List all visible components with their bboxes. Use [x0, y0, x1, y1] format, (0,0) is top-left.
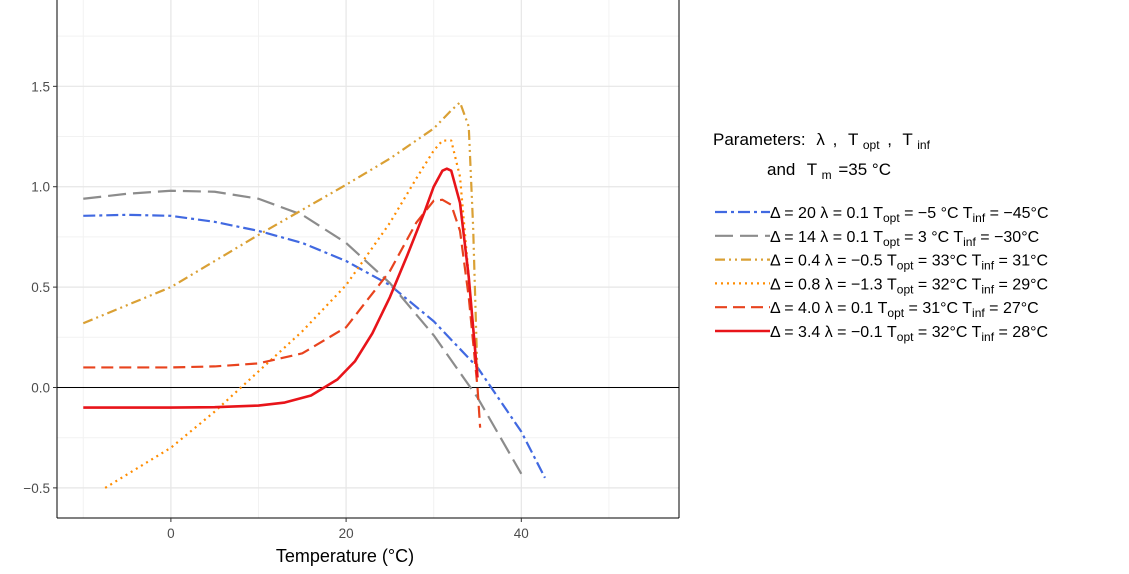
- legend-label-1-part-4: = −30°C: [976, 229, 1039, 246]
- legend-label-0-part-4: = −45°C: [985, 205, 1048, 222]
- legend-label-5-part-3: inf: [981, 330, 994, 344]
- legend-item-3: Δ = 0.8 λ = −1.3 Topt = 32°C Tinf = 29°C: [715, 276, 1048, 296]
- legend-label-5-part-4: = 28°C: [994, 324, 1048, 341]
- legend-title-prefix: Parameters:: [713, 130, 806, 149]
- legend-label-3-part-0: Δ = 0.8 λ = −1.3 T: [770, 276, 897, 293]
- legend-label-3: Δ = 0.8 λ = −1.3 Topt = 32°C Tinf = 29°C: [770, 276, 1048, 296]
- series-line-1: [83, 189, 523, 475]
- y-tick-label-2: 0.5: [31, 280, 50, 295]
- legend-title-sep1: ,: [833, 130, 838, 149]
- legend-label-0-part-2: = −5 °C T: [900, 205, 973, 222]
- legend-label-1-part-1: opt: [883, 235, 900, 249]
- series-line-0: [83, 213, 546, 479]
- legend-label-4: Δ = 4.0 λ = 0.1 Topt = 31°C Tinf = 27°C: [770, 300, 1039, 320]
- y-tick-label-4: 1.5: [31, 79, 50, 94]
- legend-label-5: Δ = 3.4 λ = −0.1 Topt = 32°C Tinf = 28°C: [770, 324, 1048, 344]
- legend-item-1: Δ = 14 λ = 0.1 Topt = 3 °C Tinf = −30°C: [715, 229, 1039, 249]
- legend-label-2-part-1: opt: [897, 259, 914, 273]
- legend-label-4-part-4: = 27°C: [985, 300, 1039, 317]
- legend-label-0-part-1: opt: [883, 211, 900, 225]
- legend-title-line2: and T m =35 °C: [767, 160, 891, 183]
- legend-label-4-part-1: opt: [887, 306, 904, 320]
- tick-labels: 0 20 40 −0.5 0.0 0.5 1.0 1.5: [23, 79, 528, 541]
- legend-label-2-part-0: Δ = 0.4 λ = −0.5 T: [770, 253, 897, 270]
- legend-label-4-part-3: inf: [972, 306, 985, 320]
- legend-item-2: Δ = 0.4 λ = −0.5 Topt = 33°C Tinf = 31°C: [715, 253, 1048, 273]
- legend: Parameters: λ , T opt , T inf and T m =3…: [713, 130, 1049, 344]
- legend-label-5-part-1: opt: [897, 330, 914, 344]
- legend-label-0-part-0: Δ = 20 λ = 0.1 T: [770, 205, 883, 222]
- series-line-3: [104, 139, 479, 489]
- legend-label-3-part-2: = 32°C T: [913, 276, 981, 293]
- legend-items: Δ = 20 λ = 0.1 Topt = −5 °C Tinf = −45°C…: [715, 205, 1049, 344]
- legend-label-1: Δ = 14 λ = 0.1 Topt = 3 °C Tinf = −30°C: [770, 229, 1039, 249]
- legend-label-5-part-2: = 32°C T: [913, 324, 981, 341]
- legend-title-m-sub: m: [822, 168, 832, 182]
- legend-label-3-part-4: = 29°C: [994, 276, 1048, 293]
- x-tick-label-1: 20: [339, 526, 354, 541]
- x-tick-label-0: 0: [167, 526, 175, 541]
- legend-title-opt-sub: opt: [863, 138, 880, 152]
- legend-item-0: Δ = 20 λ = 0.1 Topt = −5 °C Tinf = −45°C: [715, 205, 1049, 225]
- x-tick-label-2: 40: [514, 526, 529, 541]
- grid: [57, 0, 679, 518]
- legend-label-2-part-3: inf: [981, 259, 994, 273]
- x-axis-title: Temperature (°C): [276, 546, 414, 566]
- legend-title-inf-sub: inf: [917, 138, 930, 152]
- legend-title-tinf: T: [902, 130, 912, 149]
- y-tick-label-1: 0.0: [31, 380, 50, 395]
- legend-title-line1: Parameters: λ , T opt , T inf: [713, 130, 931, 153]
- legend-label-3-part-1: opt: [897, 282, 914, 296]
- series-line-4: [83, 198, 482, 428]
- y-tick-label-3: 1.0: [31, 180, 50, 195]
- legend-title-sep2: ,: [887, 130, 892, 149]
- legend-label-5-part-0: Δ = 3.4 λ = −0.1 T: [770, 324, 897, 341]
- series-layer: [82, 101, 546, 489]
- legend-label-2: Δ = 0.4 λ = −0.5 Topt = 33°C Tinf = 31°C: [770, 253, 1048, 273]
- legend-title-and: and: [767, 160, 795, 179]
- legend-title-m-value: =35 °C: [838, 160, 891, 179]
- axes: [53, 0, 680, 522]
- series-line-2: [82, 101, 479, 378]
- legend-label-1-part-0: Δ = 14 λ = 0.1 T: [770, 229, 883, 246]
- legend-label-0-part-3: inf: [972, 211, 985, 225]
- legend-title-tm: T: [807, 160, 817, 179]
- legend-item-4: Δ = 4.0 λ = 0.1 Topt = 31°C Tinf = 27°C: [715, 300, 1039, 320]
- legend-label-0: Δ = 20 λ = 0.1 Topt = −5 °C Tinf = −45°C: [770, 205, 1049, 225]
- legend-label-2-part-4: = 31°C: [994, 253, 1048, 270]
- legend-label-4-part-2: = 31°C T: [904, 300, 972, 317]
- legend-label-4-part-0: Δ = 4.0 λ = 0.1 T: [770, 300, 888, 317]
- y-tick-label-0: −0.5: [23, 481, 50, 496]
- series-line-5: [83, 167, 479, 409]
- legend-label-1-part-2: = 3 °C T: [900, 229, 964, 246]
- legend-label-1-part-3: inf: [963, 235, 976, 249]
- legend-label-3-part-3: inf: [981, 282, 994, 296]
- legend-title-topt: T: [848, 130, 858, 149]
- legend-title-lambda: λ: [816, 130, 825, 149]
- legend-item-5: Δ = 3.4 λ = −0.1 Topt = 32°C Tinf = 28°C: [715, 324, 1048, 344]
- legend-label-2-part-2: = 33°C T: [913, 253, 981, 270]
